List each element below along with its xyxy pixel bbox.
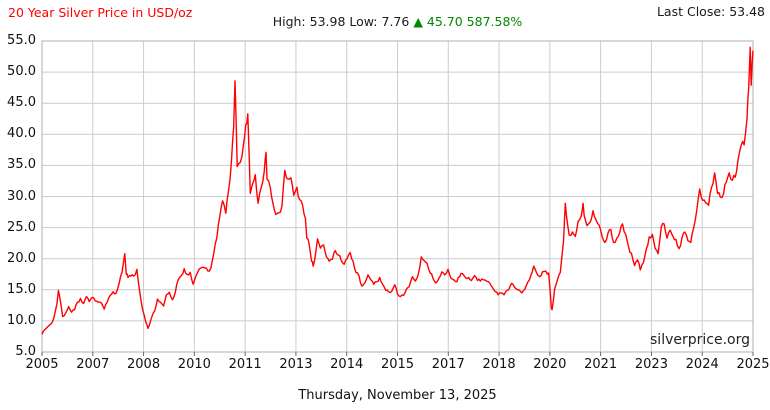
x-axis-label: 2015 (380, 357, 415, 372)
x-axis-label: 2011 (228, 357, 262, 372)
y-axis-label: 35.0 (7, 157, 36, 173)
y-axis-label: 50.0 (7, 64, 36, 80)
high-low-text: High: 53.98 Low: 7.76 (272, 14, 414, 29)
x-axis-label: 2021 (584, 357, 618, 372)
x-axis-label: 2025 (736, 357, 770, 372)
last-close-label: Last Close: 53.48 (656, 4, 765, 19)
x-axis-label: 2013 (279, 357, 313, 372)
x-axis-label: 2014 (330, 357, 364, 372)
y-axis-label: 15.0 (7, 281, 36, 297)
x-axis-label: 2010 (177, 357, 211, 372)
y-axis-label: 40.0 (7, 126, 36, 142)
y-axis-label: 20.0 (7, 250, 36, 266)
axis-tick-marks (41, 352, 754, 356)
current-date-label: Thursday, November 13, 2025 (298, 388, 497, 403)
high-low-stats: High: 53.98 Low: 7.76 ▲ 45.70 587.58% (42, 14, 753, 29)
x-axis-label: 2007 (76, 357, 110, 372)
x-axis-label: 2024 (685, 357, 719, 372)
x-axis-label: 2017 (431, 357, 465, 372)
watermark-silverprice-org: silverprice.org (650, 332, 750, 348)
change-up-text: ▲ 45.70 587.58% (413, 14, 523, 29)
gridlines (41, 40, 754, 353)
chart-title: 20 Year Silver Price in USD/oz (8, 5, 193, 20)
y-axis-label: 5.0 (15, 344, 36, 359)
y-axis-label: 30.0 (7, 188, 36, 204)
x-axis-label: 2023 (634, 357, 668, 372)
y-axis-label: 10.0 (7, 312, 36, 328)
y-axis-label: 25.0 (7, 219, 36, 235)
y-axis-label: 55.0 (7, 33, 36, 48)
x-axis-label: 2018 (482, 357, 516, 372)
y-axis-label: 45.0 (7, 95, 36, 111)
x-axis-label: 2020 (533, 357, 567, 372)
silver-price-line (41, 46, 754, 335)
x-axis-label: 2005 (25, 357, 59, 372)
x-axis-label: 2008 (127, 357, 161, 372)
